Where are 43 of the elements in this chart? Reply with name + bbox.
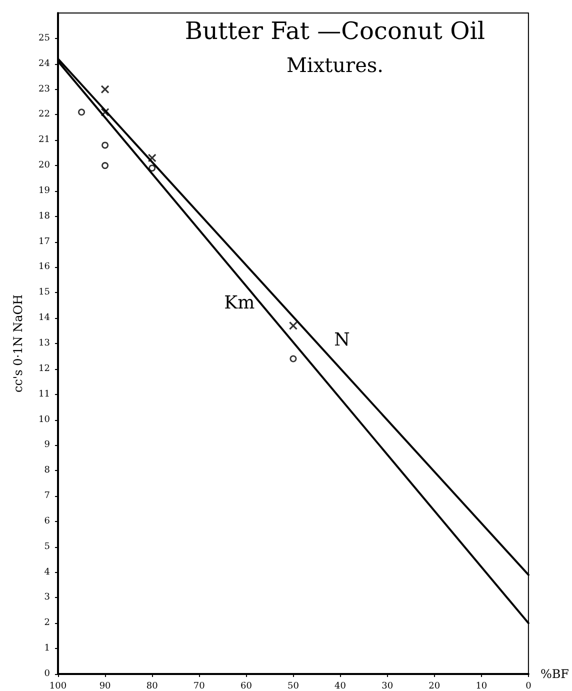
y-axis-title: cc's 0·1N NaOH (11, 294, 25, 393)
x-tick-label: 80 (146, 682, 158, 691)
x-tick-label: 60 (240, 682, 252, 691)
y-tick-label: 23 (38, 84, 50, 94)
x-tick-label: 90 (99, 682, 112, 691)
x-tick-label: 40 (334, 682, 346, 691)
y-tick-label: 20 (38, 160, 50, 171)
x-tick-label: 10 (476, 682, 488, 691)
y-tick-label: 0 (44, 669, 50, 679)
y-tick-label: 7 (44, 491, 50, 502)
x-axis-title: %BF (540, 667, 569, 681)
x-tick-label: 50 (288, 682, 300, 691)
y-tick-label: 3 (44, 592, 50, 603)
series-label: Km (224, 292, 255, 314)
y-tick-label: 17 (38, 236, 50, 247)
y-tick-label: 16 (38, 262, 50, 272)
y-tick-label: 4 (44, 567, 50, 578)
y-tick-label: 22 (38, 110, 50, 120)
y-tick-label: 8 (44, 466, 50, 476)
text: Mixtures. (286, 53, 384, 77)
series-label: N (334, 329, 350, 350)
x-tick-label: 0 (526, 682, 532, 691)
x-tick-label: 70 (193, 682, 206, 691)
y-tick-label: 11 (38, 389, 50, 400)
chart-title: Butter Fat —Coconut Oil (184, 17, 486, 45)
y-tick-label: 14 (38, 313, 50, 324)
y-tick-label: 2 (44, 618, 50, 628)
y-tick-label: 10 (38, 414, 50, 425)
y-tick-label: 9 (44, 440, 50, 450)
x-tick-label: 100 (49, 682, 67, 691)
y-tick-label: 18 (38, 211, 50, 222)
y-tick-label: 24 (38, 58, 50, 69)
x-tick-label: 30 (382, 682, 394, 691)
y-tick-label: 13 (38, 338, 50, 348)
y-tick-label: 15 (38, 288, 50, 298)
y-tick-label: 6 (44, 516, 50, 526)
y-tick-label: 19 (38, 186, 50, 196)
y-tick-label: 25 (38, 33, 50, 44)
y-tick-label: 5 (44, 542, 50, 552)
y-tick-label: 1 (44, 644, 50, 654)
y-tick-label: 21 (38, 135, 50, 146)
x-tick-label: 20 (428, 682, 440, 691)
y-tick-label: 12 (38, 364, 50, 374)
